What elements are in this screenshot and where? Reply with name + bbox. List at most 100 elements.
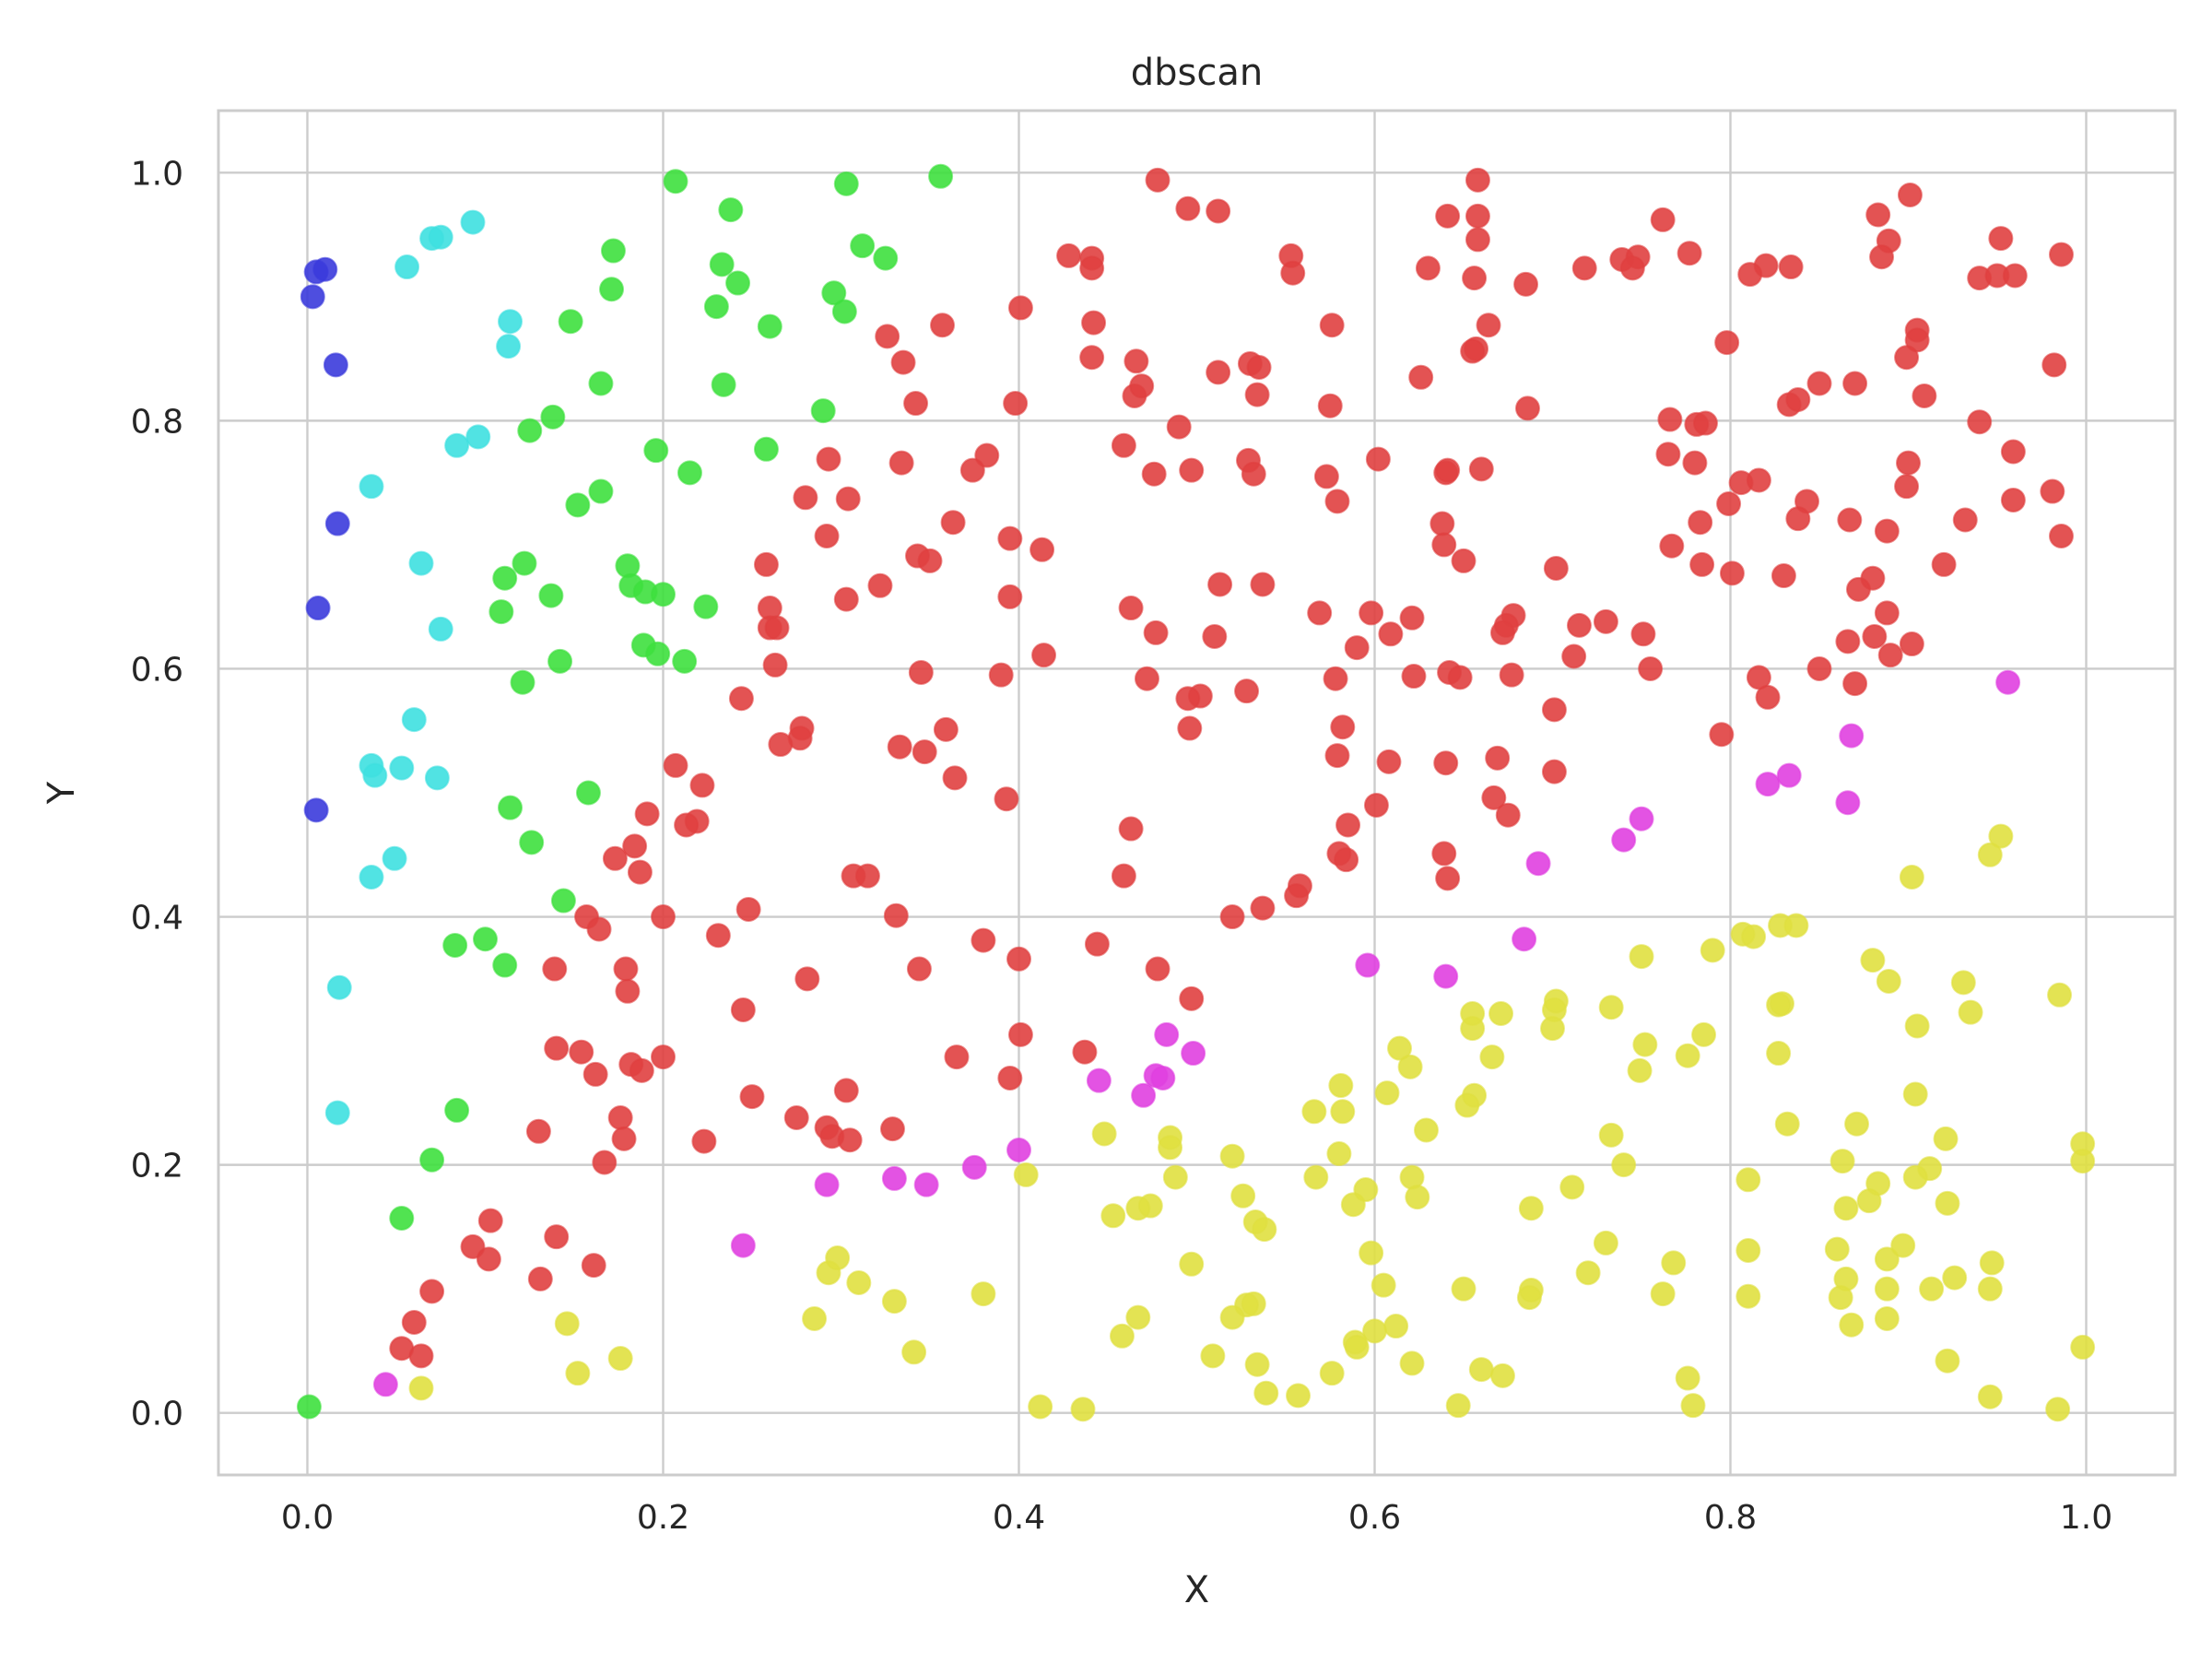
data-point: [890, 349, 916, 375]
data-point: [1835, 790, 1861, 816]
cluster-0: [300, 256, 350, 823]
data-point: [1755, 772, 1781, 797]
data-point: [846, 1269, 872, 1295]
data-point: [1844, 1111, 1870, 1137]
data-point: [602, 845, 628, 871]
data-point: [757, 313, 782, 339]
data-point: [1241, 1291, 1266, 1316]
data-point: [1200, 1343, 1226, 1369]
data-point: [1003, 391, 1029, 417]
data-point: [401, 1310, 427, 1336]
data-point: [1241, 461, 1266, 487]
data-point: [753, 436, 779, 462]
data-point: [825, 1245, 851, 1271]
data-point: [1785, 506, 1811, 532]
data-point: [1650, 1281, 1676, 1307]
data-point: [1774, 1111, 1800, 1137]
data-point: [1030, 537, 1055, 562]
data-point: [1518, 1196, 1544, 1221]
data-point: [408, 1375, 434, 1401]
data-point: [527, 1266, 553, 1291]
data-point: [1253, 1380, 1279, 1406]
data-point: [359, 864, 384, 890]
data-point: [940, 510, 966, 536]
data-point: [540, 404, 566, 430]
data-point: [1842, 671, 1868, 697]
data-point: [1942, 1265, 1968, 1291]
data-point: [519, 830, 545, 855]
data-point: [1593, 1230, 1618, 1256]
data-point: [1145, 956, 1171, 982]
data-point: [300, 284, 325, 310]
data-point: [997, 1065, 1023, 1091]
data-point: [1682, 450, 1708, 476]
data-point: [651, 904, 676, 930]
data-point: [1451, 1276, 1477, 1302]
data-point: [2047, 982, 2073, 1008]
cluster-2: [296, 163, 954, 1420]
data-point: [1363, 792, 1389, 818]
data-point: [1031, 643, 1057, 668]
data-point: [1977, 1384, 2003, 1409]
data-point: [703, 294, 729, 320]
data-point: [1902, 1081, 1928, 1107]
data-point: [1371, 1272, 1396, 1298]
data-point: [538, 583, 564, 608]
data-point: [988, 662, 1014, 688]
data-point: [1415, 255, 1441, 281]
data-point: [1007, 295, 1033, 321]
data-point: [1894, 345, 1920, 371]
x-tick-label: 0.8: [1704, 1499, 1757, 1537]
data-point: [1219, 1304, 1245, 1330]
data-point: [1399, 1350, 1425, 1376]
data-point: [1355, 952, 1381, 978]
data-point: [1485, 745, 1511, 771]
data-point: [1013, 1162, 1039, 1187]
data-point: [1489, 1362, 1515, 1388]
data-point: [2000, 439, 2026, 465]
data-point: [401, 707, 427, 733]
data-point: [873, 245, 899, 271]
data-point: [1977, 1276, 2003, 1302]
data-point: [1824, 1236, 1850, 1262]
data-point: [1540, 1016, 1565, 1042]
data-point: [600, 238, 626, 264]
data-point: [1324, 489, 1350, 514]
data-point: [512, 550, 537, 576]
data-point: [2041, 352, 2067, 378]
data-point: [498, 795, 524, 820]
data-point: [1479, 1044, 1505, 1070]
data-point: [1408, 364, 1434, 390]
data-point: [473, 926, 498, 952]
data-point: [460, 209, 486, 235]
data-point: [1431, 841, 1457, 867]
data-point: [994, 786, 1019, 812]
data-point: [1286, 1383, 1312, 1409]
data-point: [1086, 1067, 1112, 1093]
data-point: [324, 1100, 350, 1126]
data-point: [1359, 600, 1384, 626]
data-point: [1179, 1251, 1205, 1277]
data-point: [1874, 1276, 1900, 1302]
data-point: [1111, 432, 1136, 458]
data-point: [1376, 749, 1402, 774]
data-point: [1181, 1041, 1206, 1067]
data-point: [1481, 784, 1507, 810]
data-point: [1359, 1240, 1384, 1266]
data-point: [517, 418, 543, 443]
data-point: [1330, 714, 1356, 740]
grid-lines: [218, 111, 2175, 1475]
data-point: [867, 572, 893, 598]
data-point: [1335, 812, 1361, 838]
data-point: [1252, 1217, 1277, 1243]
data-point: [1280, 260, 1306, 286]
data-point: [362, 762, 388, 788]
data-point: [1206, 360, 1231, 385]
data-point: [1206, 198, 1231, 224]
data-point: [645, 641, 671, 666]
data-point: [1659, 533, 1685, 559]
data-point: [1675, 1043, 1700, 1068]
data-point: [1862, 623, 1888, 649]
data-point: [906, 956, 932, 982]
data-point: [1899, 631, 1924, 657]
